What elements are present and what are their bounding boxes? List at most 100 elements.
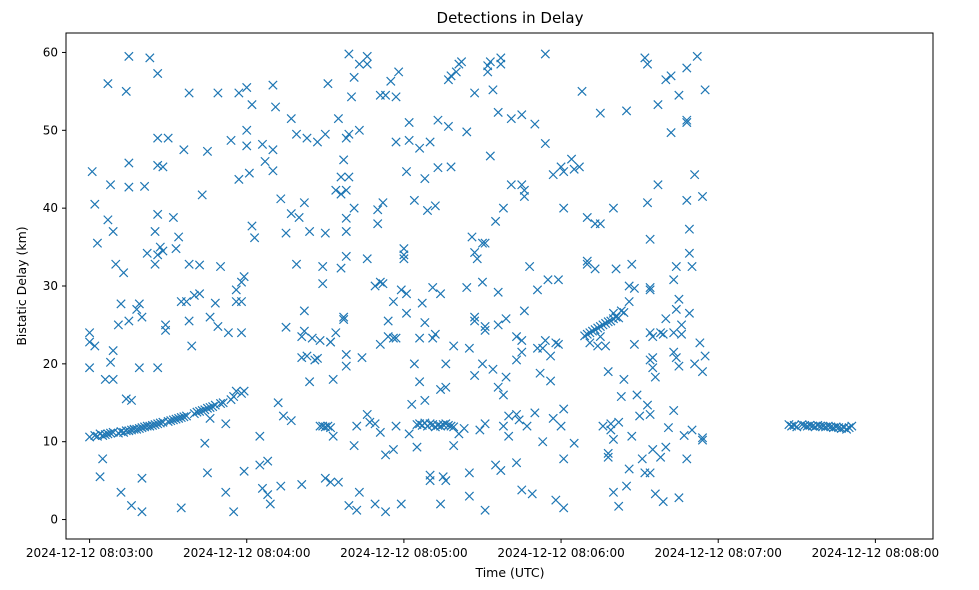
data-point bbox=[645, 234, 655, 244]
data-point bbox=[103, 78, 113, 89]
data-point bbox=[538, 343, 548, 353]
data-point bbox=[150, 226, 160, 237]
data-point bbox=[614, 501, 624, 511]
data-point bbox=[249, 233, 260, 243]
data-point bbox=[559, 404, 569, 414]
data-point bbox=[394, 67, 404, 77]
data-point bbox=[469, 370, 480, 381]
data-point bbox=[517, 485, 527, 495]
data-point bbox=[388, 444, 399, 455]
data-point bbox=[598, 320, 608, 330]
data-point bbox=[428, 282, 438, 293]
data-point bbox=[320, 129, 330, 139]
data-point bbox=[344, 49, 354, 59]
data-point bbox=[524, 261, 535, 272]
data-point bbox=[163, 133, 173, 143]
data-point bbox=[477, 359, 488, 369]
data-point bbox=[669, 328, 679, 338]
data-point bbox=[299, 198, 309, 208]
data-point bbox=[493, 320, 503, 330]
data-point bbox=[553, 339, 564, 350]
data-point bbox=[208, 402, 218, 412]
data-point bbox=[84, 337, 95, 347]
data-point bbox=[498, 203, 509, 213]
data-point bbox=[375, 339, 385, 350]
data-point bbox=[362, 59, 372, 69]
data-point bbox=[676, 329, 687, 339]
data-point bbox=[124, 158, 134, 168]
data-point bbox=[396, 285, 406, 295]
data-point bbox=[375, 427, 385, 437]
data-point bbox=[616, 391, 626, 402]
data-point bbox=[700, 351, 710, 361]
data-point bbox=[380, 507, 391, 517]
data-point bbox=[449, 422, 459, 432]
data-point bbox=[286, 416, 296, 426]
data-point bbox=[530, 408, 540, 418]
data-point bbox=[231, 285, 241, 295]
data-point bbox=[210, 400, 220, 410]
data-point bbox=[569, 438, 579, 448]
data-point bbox=[441, 382, 451, 392]
data-point bbox=[108, 374, 118, 385]
data-point bbox=[268, 166, 278, 176]
data-point bbox=[433, 115, 443, 125]
data-point bbox=[697, 191, 708, 202]
data-point bbox=[263, 490, 273, 500]
data-point bbox=[841, 424, 852, 434]
data-point bbox=[189, 290, 199, 300]
data-point bbox=[504, 411, 514, 421]
data-point bbox=[318, 279, 328, 289]
x-tick-label: 2024-12-12 08:07:00 bbox=[654, 546, 781, 560]
data-point bbox=[446, 71, 456, 81]
data-point bbox=[490, 216, 501, 227]
data-point bbox=[443, 121, 454, 132]
y-tick-label: 0 bbox=[50, 513, 58, 527]
data-point bbox=[242, 125, 252, 135]
data-point bbox=[559, 454, 569, 464]
data-point bbox=[134, 423, 144, 434]
data-point bbox=[464, 491, 475, 501]
data-point bbox=[276, 481, 286, 491]
data-point bbox=[126, 500, 137, 511]
data-point bbox=[100, 374, 110, 385]
data-point bbox=[485, 151, 495, 161]
data-point bbox=[281, 228, 291, 238]
data-point bbox=[134, 299, 144, 309]
data-point bbox=[551, 338, 561, 348]
data-point bbox=[352, 505, 362, 515]
data-point bbox=[648, 363, 658, 373]
data-point bbox=[370, 281, 380, 291]
data-point bbox=[221, 487, 231, 497]
data-point bbox=[653, 99, 663, 110]
data-point bbox=[113, 320, 124, 330]
data-point bbox=[469, 316, 480, 326]
data-point bbox=[430, 329, 440, 339]
data-point bbox=[168, 415, 179, 425]
data-point bbox=[325, 337, 336, 347]
data-point bbox=[425, 137, 435, 147]
data-point bbox=[121, 394, 131, 404]
data-point bbox=[645, 409, 655, 420]
data-point bbox=[291, 129, 302, 139]
data-point bbox=[339, 314, 349, 325]
data-point bbox=[577, 86, 587, 97]
data-point bbox=[624, 281, 634, 291]
data-point bbox=[176, 503, 186, 513]
data-point bbox=[401, 289, 412, 299]
data-point bbox=[341, 213, 351, 223]
data-point bbox=[234, 174, 244, 184]
data-point bbox=[323, 78, 333, 89]
data-point bbox=[797, 419, 807, 430]
data-point bbox=[255, 431, 265, 441]
data-point bbox=[247, 221, 257, 231]
x-axis-label: Time (UTC) bbox=[474, 565, 544, 580]
data-point bbox=[179, 412, 189, 422]
data-point bbox=[642, 59, 653, 69]
data-point bbox=[650, 489, 660, 499]
data-point bbox=[341, 185, 351, 195]
y-axis: 0 10 20 30 40 50 60 bbox=[43, 45, 66, 527]
data-point bbox=[498, 390, 509, 400]
data-point bbox=[132, 424, 142, 434]
data-point bbox=[90, 430, 100, 441]
